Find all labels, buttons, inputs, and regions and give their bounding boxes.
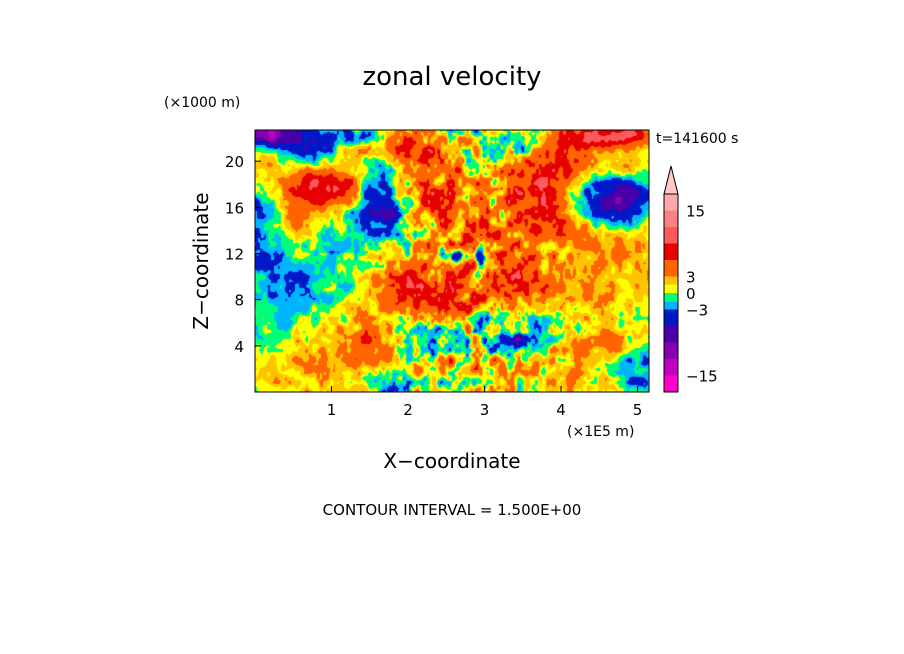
colorbar-arrow xyxy=(663,165,679,195)
y-tick-label: 16 xyxy=(225,199,244,217)
chart-title: zonal velocity xyxy=(362,62,541,92)
y-tick-label: 20 xyxy=(225,153,244,171)
y-tick-label: 4 xyxy=(234,338,244,356)
colorbar-swatch xyxy=(664,276,678,285)
colorbar xyxy=(663,165,679,393)
colorbar-tick-label: −3 xyxy=(686,302,708,320)
contour-interval-footer: CONTOUR INTERVAL = 1.500E+00 xyxy=(323,501,582,519)
colorbar-swatch xyxy=(664,359,678,376)
colorbar-frame xyxy=(663,193,679,393)
colorbar-swatch xyxy=(664,243,678,260)
x-axis: 1 2 3 4 5 xyxy=(327,386,643,419)
y-tick-label: 12 xyxy=(225,245,244,263)
colorbar-swatch xyxy=(664,260,678,277)
x-tick-label: 2 xyxy=(403,401,413,419)
colorbar-tick-label: 15 xyxy=(686,203,705,221)
x-tick-label: 3 xyxy=(480,401,490,419)
x-tick-label: 5 xyxy=(633,401,643,419)
y-multiplier-label: (×1000 m) xyxy=(164,95,240,111)
colorbar-ticks: 15 30−3 −15 xyxy=(686,203,718,386)
colorbar-swatch xyxy=(664,194,678,211)
x-tick-label: 4 xyxy=(556,401,566,419)
time-label: t=141600 s xyxy=(656,131,738,147)
colorbar-swatch xyxy=(664,342,678,359)
colorbar-swatch xyxy=(664,375,678,392)
colorbar-swatch xyxy=(664,210,678,227)
x-multiplier-label: (×1E5 m) xyxy=(567,424,634,440)
colorbar-tick-label: −15 xyxy=(686,368,718,386)
velocity-field-image xyxy=(255,130,649,392)
colorbar-swatch xyxy=(664,301,678,310)
colorbar-swatch xyxy=(664,309,678,326)
colorbar-swatch xyxy=(664,227,678,244)
colorbar-swatch xyxy=(664,284,678,293)
colorbar-tick-label: 3 xyxy=(686,269,696,287)
x-tick-label: 1 xyxy=(327,401,337,419)
plot-frame xyxy=(254,129,650,393)
plot-area xyxy=(254,129,650,393)
colorbar-swatch xyxy=(664,293,678,302)
y-axis-label: Z−coordinate xyxy=(189,192,213,329)
y-axis: 4 8 12 16 20 xyxy=(225,153,261,356)
colorbar-tick-label: 0 xyxy=(686,285,696,303)
colorbar-swatch xyxy=(664,326,678,343)
y-tick-label: 8 xyxy=(234,292,244,310)
x-axis-label: X−coordinate xyxy=(383,449,520,473)
